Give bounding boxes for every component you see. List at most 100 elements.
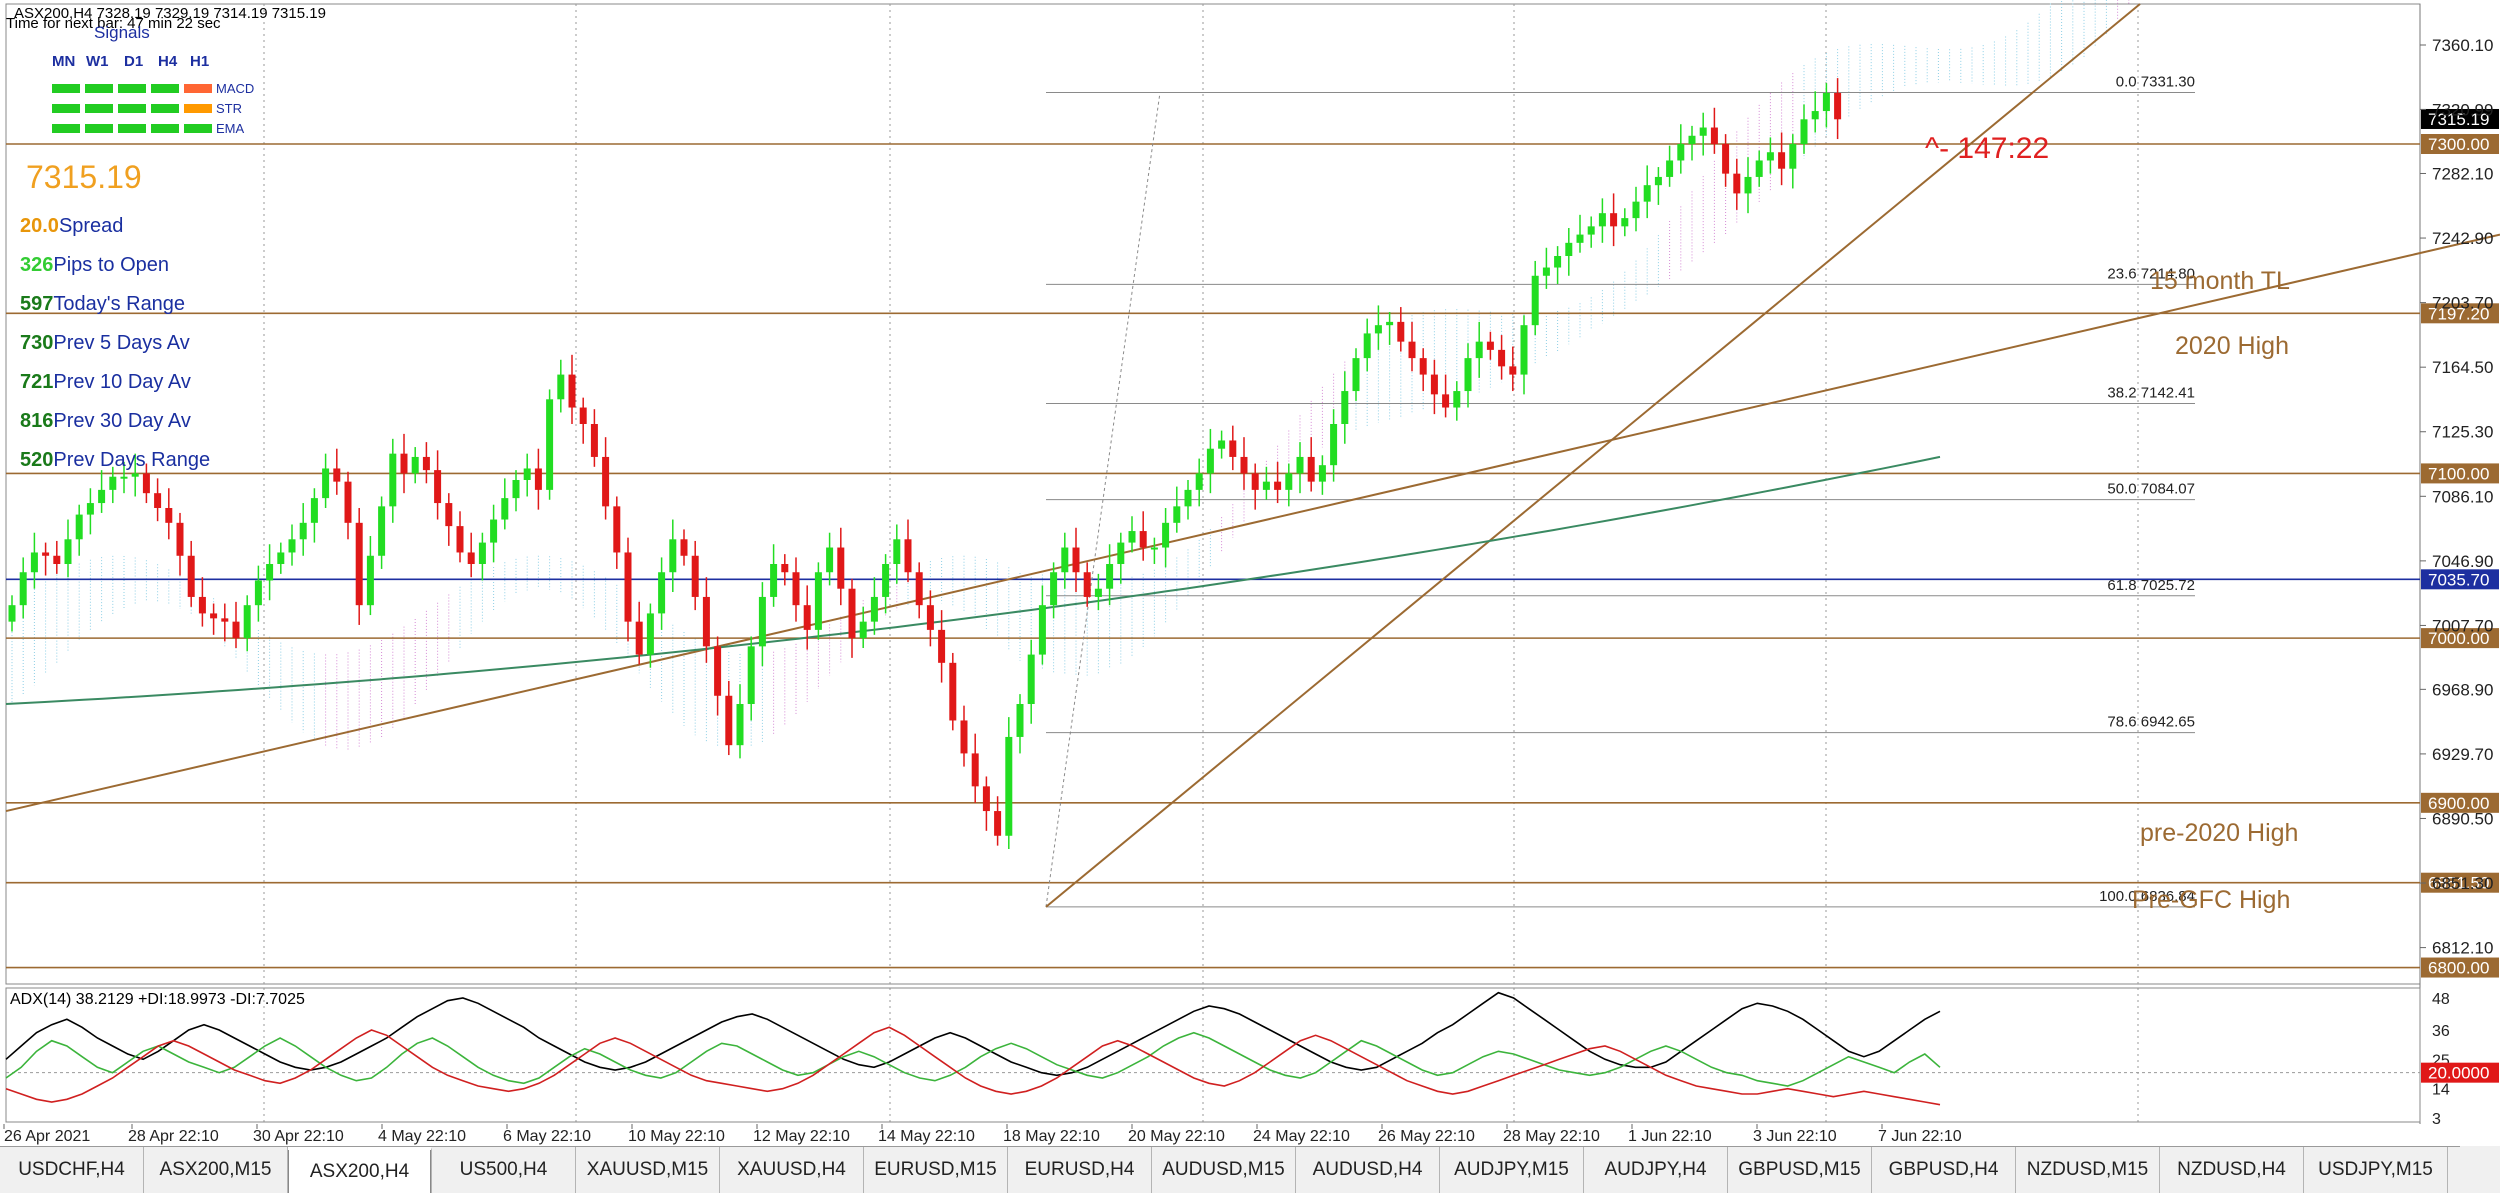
level-tag bbox=[2421, 303, 2499, 324]
candle-body bbox=[198, 596, 206, 614]
tab-audjpy-m15[interactable]: AUDJPY,M15 bbox=[1440, 1147, 1584, 1193]
candle-body bbox=[322, 468, 330, 499]
candle-body bbox=[523, 468, 531, 480]
level-tag bbox=[2421, 134, 2499, 154]
signal-bar bbox=[85, 124, 113, 133]
candle-body bbox=[1285, 473, 1293, 490]
level-tag bbox=[2421, 628, 2499, 649]
x-tick-label: 6 May 22:10 bbox=[503, 1128, 591, 1145]
candle-body bbox=[75, 514, 83, 540]
fib-level-label: 0.0 7331.30 bbox=[2116, 73, 2195, 90]
stat-value: 520 bbox=[20, 449, 53, 471]
stat-row: 597Today's Range bbox=[20, 293, 185, 315]
stat-value: 816 bbox=[20, 410, 53, 432]
x-tick-label: 7 Jun 22:10 bbox=[1878, 1128, 1962, 1145]
x-tick-label: 4 May 22:10 bbox=[378, 1128, 466, 1145]
candles bbox=[8, 78, 1842, 849]
candle-body bbox=[904, 539, 912, 573]
adx-tick-label: 48 bbox=[2432, 991, 2450, 1008]
time-axis: 26 Apr 2021 28 Apr 22:10 30 Apr 22:10 4 May… bbox=[3, 1124, 1962, 1145]
tab-eurusd-h4[interactable]: EURUSD,H4 bbox=[1008, 1147, 1152, 1193]
candle-body bbox=[422, 456, 430, 471]
signal-timeframe-label: H4 bbox=[158, 53, 178, 70]
candle-body bbox=[803, 605, 811, 630]
candle-body bbox=[781, 564, 789, 573]
tab-audusd-m15[interactable]: AUDUSD,M15 bbox=[1152, 1147, 1296, 1193]
signals-title: Signals bbox=[94, 23, 150, 42]
candle-body bbox=[254, 580, 262, 606]
x-tick-label: 26 May 22:10 bbox=[1378, 1128, 1475, 1145]
candle-body bbox=[434, 470, 442, 504]
tab-scroll-arrows[interactable] bbox=[2460, 1146, 2500, 1192]
candle-body bbox=[1352, 358, 1360, 392]
adx-title: ADX(14) 38.2129 +DI:18.9973 -DI:7.7025 bbox=[10, 991, 305, 1008]
level-tag-label: 7000.00 bbox=[2428, 629, 2489, 648]
candle-body bbox=[277, 552, 285, 564]
candle-body bbox=[30, 552, 38, 573]
stat-value: 730 bbox=[20, 332, 53, 354]
candle-body bbox=[64, 539, 72, 564]
tab-nzdusd-h4[interactable]: NZDUSD,H4 bbox=[2160, 1147, 2304, 1193]
candle-body bbox=[512, 480, 520, 499]
candle-body bbox=[131, 473, 139, 477]
candle-body bbox=[109, 476, 117, 490]
tab-usdchf-h4[interactable]: USDCHF,H4 bbox=[0, 1147, 144, 1193]
candle-body bbox=[1374, 325, 1382, 334]
y-tick-label: 7320.99 bbox=[2432, 100, 2493, 119]
candle-body bbox=[691, 555, 699, 597]
tab-nzdusd-m15[interactable]: NZDUSD,M15 bbox=[2016, 1147, 2160, 1193]
tab-xauusd-h4[interactable]: XAUUSD,H4 bbox=[720, 1147, 864, 1193]
tab-asx200-m15[interactable]: ASX200,M15 bbox=[144, 1147, 288, 1193]
price-chart[interactable]: 7300.00 7197.20 7100.00 7035.70 7000.00 6900.… bbox=[0, 0, 2500, 1146]
candle-body bbox=[669, 539, 677, 573]
x-tick-label: 10 May 22:10 bbox=[628, 1128, 725, 1145]
trend-lines bbox=[5, 3, 2500, 908]
candle-body bbox=[859, 621, 867, 639]
stat-value: 20.0 bbox=[20, 215, 59, 237]
tab-asx200-h4[interactable]: ASX200,H4 bbox=[288, 1147, 432, 1193]
candle-body bbox=[770, 564, 778, 597]
tab-audjpy-h4[interactable]: AUDJPY,H4 bbox=[1584, 1147, 1728, 1193]
candle-body bbox=[120, 476, 128, 479]
candle-body bbox=[344, 481, 352, 523]
tab-us500-h4[interactable]: US500,H4 bbox=[432, 1147, 576, 1193]
tab-eurusd-m15[interactable]: EURUSD,M15 bbox=[864, 1147, 1008, 1193]
candle-body bbox=[1229, 440, 1237, 457]
candle-body bbox=[1654, 176, 1662, 186]
candle-body bbox=[19, 572, 27, 606]
signal-bar bbox=[118, 124, 146, 133]
tab-gbpusd-m15[interactable]: GBPUSD,M15 bbox=[1728, 1147, 1872, 1193]
candle-body bbox=[1699, 127, 1707, 136]
x-tick-label: 30 Apr 22:10 bbox=[253, 1128, 344, 1145]
bar-timer: Time for next bar: 47 min 22 sec bbox=[6, 15, 221, 32]
candle-body bbox=[1800, 119, 1808, 144]
candle-body bbox=[1419, 358, 1427, 375]
y-tick-label: 7046.90 bbox=[2432, 552, 2493, 571]
signal-bar bbox=[118, 104, 146, 113]
tab-audusd-h4[interactable]: AUDUSD,H4 bbox=[1296, 1147, 1440, 1193]
signal-bar bbox=[151, 84, 179, 93]
candle-body bbox=[400, 453, 408, 474]
candle-body bbox=[1397, 321, 1405, 342]
adx-tick-label: 3 bbox=[2432, 1111, 2441, 1128]
candle-body bbox=[893, 539, 901, 564]
level-tag-label: 6800.00 bbox=[2428, 959, 2489, 978]
adx-tick-label: 36 bbox=[2432, 1023, 2450, 1040]
candle-body bbox=[1128, 531, 1136, 543]
tab-gbpusd-h4[interactable]: GBPUSD,H4 bbox=[1872, 1147, 2016, 1193]
y-tick-label: 6890.50 bbox=[2432, 809, 2493, 828]
fib-level-label: 23.6 7214.80 bbox=[2107, 265, 2195, 282]
x-tick-label: 14 May 22:10 bbox=[878, 1128, 975, 1145]
signal-timeframe-label: W1 bbox=[86, 53, 109, 70]
tab-usdjpy-m15[interactable]: USDJPY,M15 bbox=[2304, 1147, 2448, 1193]
signal-bar bbox=[184, 124, 212, 133]
candle-body bbox=[1330, 424, 1338, 466]
candle-body bbox=[478, 542, 486, 564]
candle-body bbox=[243, 605, 251, 639]
candle-body bbox=[1262, 481, 1270, 490]
candle-body bbox=[938, 629, 946, 663]
signal-bar bbox=[118, 84, 146, 93]
tab-xauusd-m15[interactable]: XAUUSD,M15 bbox=[576, 1147, 720, 1193]
candle-body bbox=[42, 552, 50, 556]
